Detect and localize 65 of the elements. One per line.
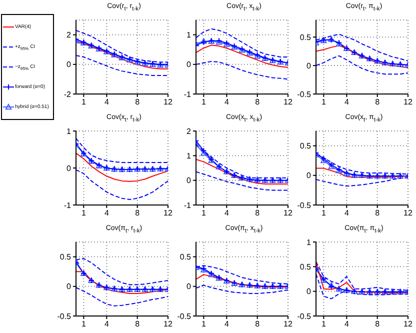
x-tick-label: 1 — [321, 208, 326, 218]
x-tick-label: 8 — [255, 320, 260, 329]
y-tick-label: -0.5 — [297, 200, 312, 210]
y-tick-label: 1 — [306, 238, 312, 247]
x-tick-label: 8 — [375, 320, 380, 329]
x-tick-label: 4 — [224, 320, 230, 329]
y-tick-label: -1 — [184, 90, 192, 99]
y-tick-label: -0.5 — [177, 312, 192, 321]
y-tick-label: 2 — [186, 126, 192, 136]
y-tick-label: 0 — [66, 164, 72, 173]
x-tick-label: 4 — [104, 320, 110, 329]
y-tick-label: 0 — [186, 60, 192, 70]
y-tick-label: 0.5 — [300, 262, 312, 272]
x-tick-label: 8 — [135, 208, 140, 218]
y-tick-label: -0.5 — [57, 312, 72, 321]
x-tick-label: 12 — [284, 208, 293, 218]
y-tick-label: 0 — [66, 60, 72, 70]
x-tick-label: 12 — [404, 320, 413, 329]
x-tick-label: 1 — [201, 98, 206, 107]
x-tick-label: 4 — [344, 208, 350, 218]
x-tick-label: 4 — [224, 208, 230, 218]
y-tick-label: 0 — [306, 171, 312, 180]
x-tick-label: 1 — [81, 320, 86, 329]
y-tick-label: 2 — [66, 30, 72, 40]
x-tick-label: 8 — [375, 208, 380, 218]
y-tick-label: 1 — [186, 152, 192, 161]
y-tick-label: -1 — [64, 200, 72, 210]
x-tick-label: 8 — [375, 98, 380, 107]
x-tick-label: 1 — [81, 208, 86, 218]
x-tick-label: 12 — [164, 320, 173, 329]
x-tick-label: 12 — [284, 98, 293, 107]
x-tick-label: 8 — [255, 208, 260, 218]
y-tick-label: -0.5 — [297, 312, 312, 321]
x-tick-label: 12 — [164, 98, 173, 107]
x-tick-label: 12 — [404, 98, 413, 107]
x-tick-label: 12 — [284, 320, 293, 329]
x-tick-label: 4 — [104, 208, 110, 218]
x-tick-label: 1 — [321, 98, 326, 107]
y-tick-label: -1 — [184, 200, 192, 210]
x-tick-label: 4 — [344, 320, 350, 329]
x-tick-label: 1 — [201, 208, 206, 218]
y-tick-label: -0.5 — [297, 90, 312, 99]
y-tick-label: 1 — [186, 30, 192, 40]
y-tick-label: 0 — [306, 287, 312, 296]
y-tick-label: 1 — [66, 126, 72, 136]
y-tick-label: 0 — [186, 282, 192, 292]
x-tick-label: 8 — [255, 98, 260, 107]
y-tick-label: 0 — [66, 282, 72, 292]
y-tick-label: 0 — [186, 176, 192, 186]
y-tick-label: 0.5 — [180, 252, 192, 262]
y-tick-label: 0.5 — [60, 252, 72, 262]
x-tick-label: 1 — [81, 98, 86, 107]
x-tick-label: 4 — [224, 98, 230, 107]
x-tick-label: 8 — [135, 320, 140, 329]
y-tick-label: -2 — [64, 90, 72, 99]
x-tick-label: 4 — [344, 98, 350, 107]
x-tick-label: 4 — [104, 98, 110, 107]
x-tick-label: 8 — [135, 98, 140, 107]
y-tick-label: 0.5 — [300, 32, 312, 42]
x-tick-label: 1 — [321, 320, 326, 329]
x-tick-label: 12 — [164, 208, 173, 218]
y-tick-label: 0 — [306, 61, 312, 70]
x-tick-label: 12 — [404, 208, 413, 218]
x-tick-label: 1 — [201, 320, 206, 329]
y-tick-label: 0.5 — [300, 142, 312, 151]
